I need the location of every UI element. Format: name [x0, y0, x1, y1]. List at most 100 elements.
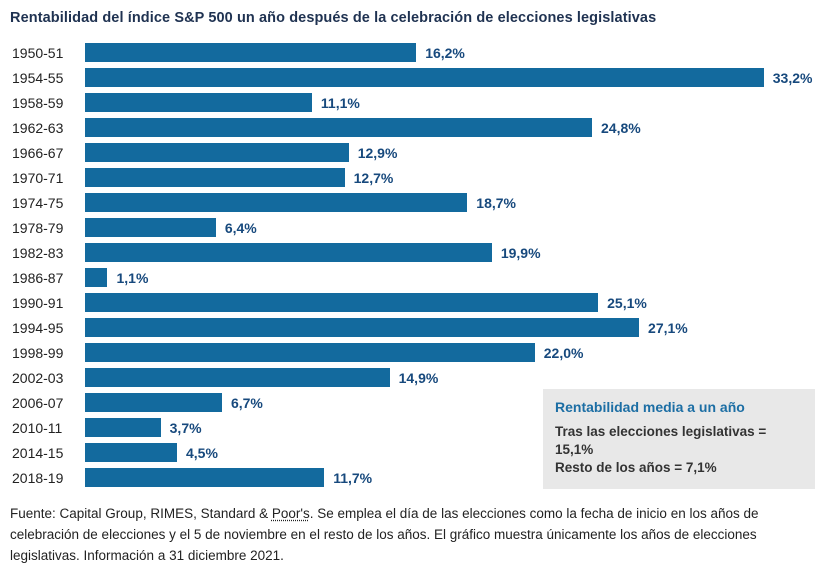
bar-track: 3,7% [85, 415, 821, 440]
bar [85, 43, 417, 62]
bar-track: 24,8% [85, 115, 821, 140]
source-note-underlined: Poor's [271, 506, 310, 521]
category-label: 2018-19 [12, 469, 64, 486]
value-label: 27,1% [648, 319, 688, 336]
bar-track: 18,7% [85, 190, 821, 215]
category-label: 1986-87 [12, 269, 64, 286]
bar-row: 2018-19 11,7% [10, 465, 821, 490]
bar-track: 6,4% [85, 215, 821, 240]
value-label: 12,7% [353, 169, 394, 186]
bar-row: 1982-83 19,9% [10, 240, 821, 265]
bar [85, 243, 492, 262]
bar-track: 11,1% [85, 90, 821, 115]
bar-row: 1950-51 16,2% [10, 40, 821, 65]
bar [85, 93, 312, 112]
value-label: 1,1% [116, 269, 149, 286]
bar-row: 1974-75 18,7% [10, 190, 821, 215]
bar-track: 33,2% [85, 65, 821, 90]
bar-row: 1986-87 1,1% [10, 265, 821, 290]
bar-row: 1966-67 12,9% [10, 140, 821, 165]
category-label: 2002-03 [12, 369, 64, 386]
category-label: 1970-71 [12, 169, 64, 186]
value-label: 14,9% [398, 369, 439, 386]
bar-track: 12,9% [85, 140, 821, 165]
bar-rows: 1950-51 16,2% 1954-55 33,2% 1958-59 11,1% 1962… [10, 40, 821, 490]
bar [85, 343, 535, 362]
category-label: 1962-63 [12, 119, 64, 136]
source-note-rest: . Se emplea el día de las elecciones com… [10, 506, 759, 563]
bar [85, 368, 390, 387]
value-label: 6,7% [230, 394, 263, 411]
value-label: 3,7% [169, 419, 202, 436]
bar [85, 293, 599, 312]
value-label: 4,5% [186, 444, 218, 461]
bar-chart: 1950-51 16,2% 1954-55 33,2% 1958-59 11,1% 1962… [10, 40, 821, 490]
value-label: 33,2% [772, 69, 813, 86]
value-label: 25,1% [607, 294, 647, 311]
legend-box: Rentabilidad media a un año Tras las ele… [543, 389, 815, 489]
bar [85, 218, 216, 237]
bar-row: 2014-15 4,5% [10, 440, 821, 465]
legend-line-after-elections: Tras las elecciones legislativas = 15,1% [555, 424, 767, 458]
value-label: 11,7% [333, 469, 373, 486]
bar-track: 6,7% [85, 390, 821, 415]
value-label: 19,9% [500, 244, 541, 261]
bar [85, 143, 349, 162]
bar-row: 1962-63 24,8% [10, 115, 821, 140]
bar-track: 27,1% [85, 315, 821, 340]
category-label: 1978-79 [12, 219, 64, 236]
category-label: 2014-15 [12, 444, 64, 461]
bar [85, 318, 640, 337]
bar [85, 418, 161, 437]
category-label: 1974-75 [12, 194, 64, 211]
bar [85, 118, 593, 137]
bar-row: 1978-79 6,4% [10, 215, 821, 240]
category-label: 1982-83 [12, 244, 64, 261]
category-label: 1966-67 [12, 144, 64, 161]
category-label: 1994-95 [12, 319, 64, 336]
bar-track: 22,0% [85, 340, 821, 365]
bar-track: 25,1% [85, 290, 821, 315]
value-label: 12,9% [357, 144, 398, 161]
bar-track: 12,7% [85, 165, 821, 190]
category-label: 1950-51 [12, 44, 64, 61]
category-label: 2006-07 [12, 394, 64, 411]
chart-title: Rentabilidad del índice S&P 500 un año d… [10, 10, 657, 26]
bar-row: 1954-55 33,2% [10, 65, 821, 90]
legend-line-other-years: Resto de los años = 7,1% [555, 460, 717, 476]
bar-track: 16,2% [85, 40, 821, 65]
bar [85, 168, 345, 187]
bar-row: 1970-71 12,7% [10, 165, 821, 190]
value-label: 24,8% [601, 119, 641, 136]
bar [85, 393, 222, 412]
bar-track: 1,1% [85, 265, 821, 290]
bar-row: 1998-99 22,0% [10, 340, 821, 365]
bar-row: 2006-07 6,7% [10, 390, 821, 415]
value-label: 11,1% [320, 94, 360, 111]
bar [85, 268, 108, 287]
bar-row: 1990-91 25,1% [10, 290, 821, 315]
category-label: 2010-11 [12, 419, 63, 436]
source-note: Fuente: Capital Group, RIMES, Standard &… [10, 504, 800, 567]
bar-row: 2010-11 3,7% [10, 415, 821, 440]
category-label: 1958-59 [12, 94, 64, 111]
category-label: 1990-91 [12, 294, 64, 311]
value-label: 18,7% [476, 194, 516, 211]
bar [85, 468, 325, 487]
category-label: 1954-55 [12, 69, 64, 86]
value-label: 16,2% [425, 44, 465, 61]
bar [85, 68, 764, 87]
bar-track: 14,9% [85, 365, 821, 390]
bar-track: 19,9% [85, 240, 821, 265]
category-label: 1998-99 [12, 344, 64, 361]
value-label: 22,0% [543, 344, 584, 361]
bar [85, 193, 468, 212]
source-note-text: Fuente: Capital Group, RIMES, Standard & [10, 506, 272, 521]
bar-track: 11,7% [85, 465, 821, 490]
bar-row: 1958-59 11,1% [10, 90, 821, 115]
bar-row: 1994-95 27,1% [10, 315, 821, 340]
legend-title: Rentabilidad media a un año [555, 399, 745, 415]
value-label: 6,4% [224, 219, 257, 236]
bar-row: 2002-03 14,9% [10, 365, 821, 390]
